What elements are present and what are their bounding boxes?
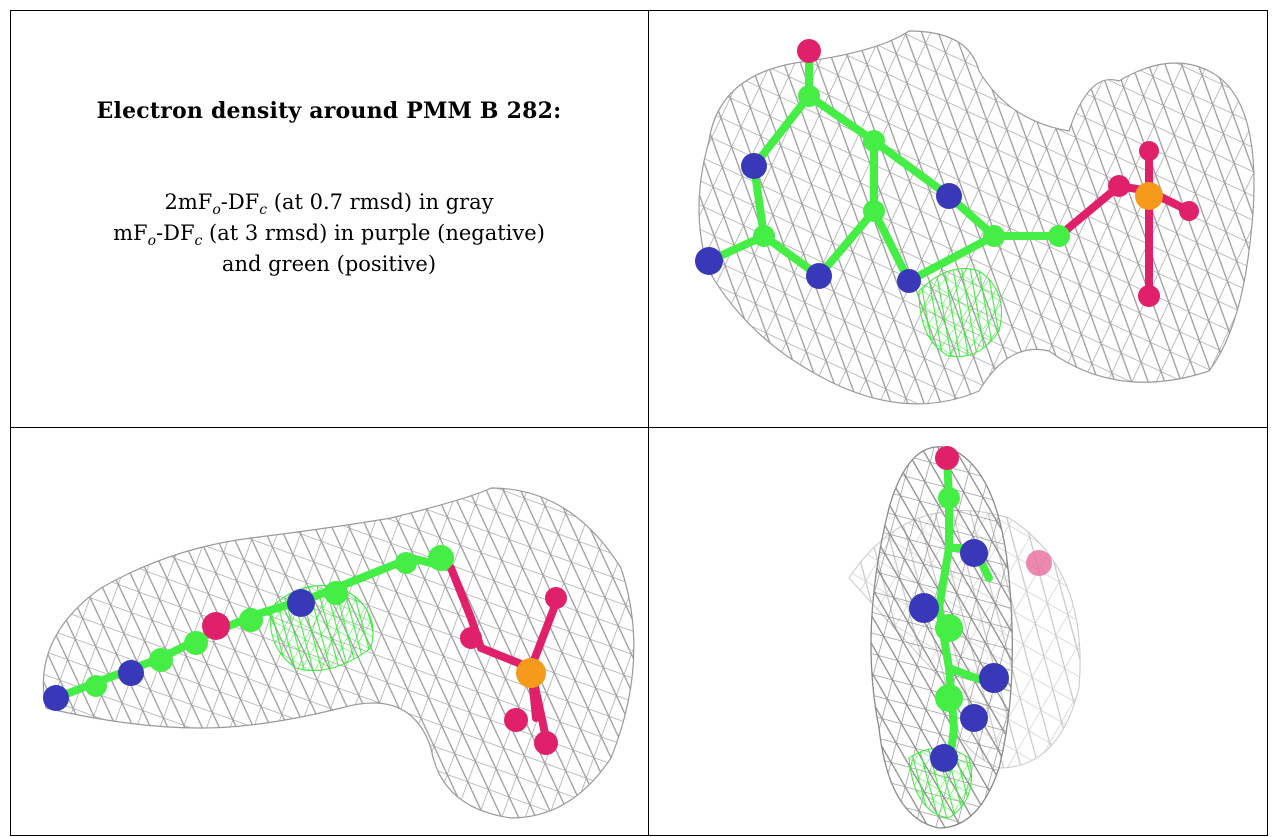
phosphorus-atom <box>1135 182 1163 210</box>
nitrogen-atom <box>695 247 723 275</box>
oxygen-atom <box>1179 201 1199 221</box>
density-view-bottom-right <box>649 428 1267 835</box>
figure-legend: 2mFo-DFc (at 0.7 rmsd) in gray mFo-DFc (… <box>113 187 545 280</box>
density-view-bottom-left <box>11 428 648 835</box>
legend-subscript: c <box>259 202 268 218</box>
nitrogen-atom <box>930 744 958 772</box>
oxygen-atom <box>534 731 558 755</box>
nitrogen-atom <box>979 663 1009 693</box>
legend-subscript: o <box>147 233 157 249</box>
carbon-atom <box>935 614 963 642</box>
caption-cell: Electron density around PMM B 282: 2mFo-… <box>10 10 648 427</box>
nitrogen-atom <box>936 183 962 209</box>
legend-line-colors: and green (positive) <box>221 252 437 276</box>
carbon-atom <box>428 545 454 571</box>
legend-line-2mfo-dfc: 2mFo-DFc (at 0.7 rmsd) in gray <box>113 187 545 218</box>
oxygen-atom <box>504 708 528 732</box>
carbon-atom <box>324 581 348 605</box>
table-border-bottom <box>10 835 1268 836</box>
nitrogen-atom <box>897 269 921 293</box>
oxygen-atom <box>1139 141 1159 161</box>
oxygen-atom <box>1138 285 1160 307</box>
density-view-top-right <box>649 11 1267 427</box>
nitrogen-atom <box>741 153 767 179</box>
carbon-atom <box>935 684 963 712</box>
nitrogen-atom <box>43 685 69 711</box>
oxygen-atom <box>935 446 959 470</box>
carbon-atom <box>184 631 208 655</box>
carbon-atom <box>85 675 107 697</box>
table-border-middle <box>10 427 1268 428</box>
nitrogen-atom <box>960 704 988 732</box>
figure-table: Electron density around PMM B 282: 2mFo-… <box>10 10 1268 836</box>
carbon-atom <box>395 552 417 574</box>
legend-line-mfo-dfc: mFo-DFc (at 3 rmsd) in purple (negative) <box>113 218 545 249</box>
carbon-atom <box>149 648 173 672</box>
legend-text: mF <box>113 221 148 245</box>
legend-text: -DF <box>156 221 195 245</box>
nitrogen-atom <box>118 660 144 686</box>
carbon-atom <box>938 487 960 509</box>
oxygen-atom <box>797 39 821 63</box>
oxygen-atom <box>1108 175 1130 197</box>
table-border-top <box>10 10 1268 11</box>
ligand-atoms <box>909 446 1052 772</box>
nitrogen-atom <box>960 539 988 567</box>
legend-text: -DF <box>220 190 260 214</box>
green-density-mesh <box>918 268 1002 358</box>
nitrogen-atom <box>287 589 315 617</box>
carbon-atom <box>863 130 885 152</box>
density-image-2 <box>42 487 635 819</box>
ligand-atoms <box>43 545 567 755</box>
oxygen-atom <box>202 612 230 640</box>
oxygen-atom <box>1026 550 1052 576</box>
carbon-atom <box>863 200 885 222</box>
table-border-right <box>1267 10 1268 836</box>
legend-subscript: c <box>194 233 203 249</box>
table-border-left <box>10 10 11 836</box>
carbon-atom <box>239 608 263 632</box>
legend-text: 2mF <box>164 190 213 214</box>
oxygen-atom <box>545 587 567 609</box>
density-image-1 <box>695 30 1255 405</box>
legend-text: (at 3 rmsd) in purple (negative) <box>202 221 545 245</box>
carbon-atom <box>1048 225 1070 247</box>
ligand-atoms <box>695 39 1199 307</box>
carbon-atom <box>983 225 1005 247</box>
nitrogen-atom <box>909 593 939 623</box>
nitrogen-atom <box>806 263 832 289</box>
carbon-atom <box>753 225 775 247</box>
carbon-atom <box>798 85 820 107</box>
legend-subscript: o <box>212 202 221 218</box>
phosphorus-atom <box>516 658 546 688</box>
density-image-3 <box>848 446 1081 829</box>
legend-text: (at 0.7 rmsd) in gray <box>267 190 494 214</box>
figure-title: Electron density around PMM B 282: <box>96 98 562 124</box>
oxygen-atom <box>460 627 482 649</box>
table-border-center <box>648 10 649 836</box>
